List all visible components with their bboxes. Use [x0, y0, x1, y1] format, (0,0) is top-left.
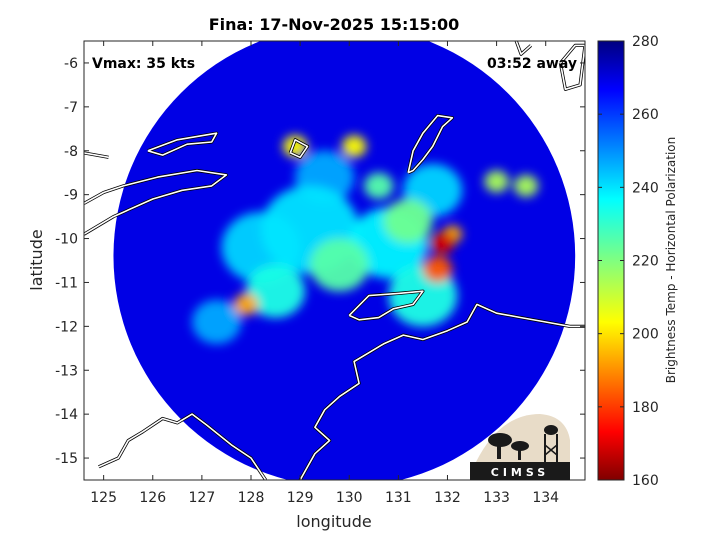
svg-text:CIMSS: CIMSS: [491, 466, 549, 479]
coastline: [299, 303, 585, 480]
coastline: [559, 44, 585, 91]
tb-feature: [430, 231, 455, 254]
y-axis: -6 -7 -8 -9 -10 -11 -12 -13 -14 -15: [55, 56, 585, 467]
swath-features: [192, 135, 539, 345]
x-tick-label: 125: [90, 490, 117, 506]
x-tick-label: 129: [287, 490, 314, 506]
cimss-logo: CIMSS: [470, 414, 570, 480]
tb-feature: [383, 198, 433, 244]
coastline: [289, 139, 309, 159]
colorbar-tick-label: 160: [632, 473, 659, 489]
y-tick-label: -15: [55, 451, 78, 467]
y-tick-label: -8: [64, 144, 78, 160]
coastline: [147, 132, 218, 156]
plot-frame: [83, 40, 586, 481]
y-tick-label: -11: [55, 275, 78, 291]
x-tick-label: 127: [189, 490, 216, 506]
colorbar-tick-label: 260: [632, 107, 659, 123]
coastline-layer: [84, 41, 585, 480]
coastline: [98, 413, 267, 480]
x-axis: 125 126 127 128 129 130 131 132 133 134: [90, 41, 559, 506]
coastline: [407, 114, 454, 174]
y-tick-label: -13: [55, 363, 78, 379]
tb-feature: [309, 238, 369, 292]
x-axis-label: longitude: [296, 512, 371, 531]
x-tick-label: 133: [483, 490, 510, 506]
tb-feature: [246, 264, 306, 318]
tb-feature: [422, 256, 453, 283]
colorbar-tick-label: 180: [632, 400, 659, 416]
y-tick-label: -12: [55, 319, 78, 335]
coastline: [515, 41, 532, 55]
tb-feature: [363, 172, 394, 200]
x-tick-label: 131: [385, 490, 412, 506]
y-axis-label: latitude: [27, 229, 46, 290]
swath-layer: [113, 41, 576, 480]
tb-feature: [484, 170, 509, 193]
chart-title: Fina: 17-Nov-2025 15:15:00: [209, 15, 460, 34]
x-tick-label: 126: [139, 490, 166, 506]
coastline: [84, 169, 228, 235]
tb-feature: [513, 174, 539, 197]
coastline: [84, 152, 109, 159]
colorbar-label: Brightness Temp - Horizontal Polarizatio…: [664, 137, 678, 384]
coastline: [348, 290, 424, 321]
y-tick-label: -6: [64, 56, 78, 72]
y-tick-label: -10: [55, 232, 78, 248]
x-tick-label: 132: [434, 490, 461, 506]
x-tick-label: 134: [532, 490, 559, 506]
colorbar: 160 180 200 220 240 260 280 Brightness Temp - …: [597, 34, 678, 489]
colorbar-tick-label: 240: [632, 180, 659, 196]
tb-feature: [192, 299, 242, 345]
x-tick-label: 128: [238, 490, 265, 506]
y-tick-label: -7: [64, 100, 78, 116]
tb-feature: [233, 293, 259, 316]
plot-area: [84, 41, 585, 480]
tb-feature: [341, 135, 367, 158]
x-tick-label: 130: [336, 490, 363, 506]
colorbar-tick-label: 200: [632, 327, 659, 343]
time-away-annotation: 03:52 away: [487, 56, 577, 72]
colorbar-ticks: 160 180 200 220 240 260 280: [598, 34, 659, 489]
y-tick-label: -14: [55, 407, 78, 423]
colorbar-tick-label: 220: [632, 254, 659, 270]
vmax-annotation: Vmax: 35 kts: [92, 56, 195, 72]
colorbar-tick-label: 280: [632, 34, 659, 50]
y-tick-label: -9: [64, 188, 78, 204]
